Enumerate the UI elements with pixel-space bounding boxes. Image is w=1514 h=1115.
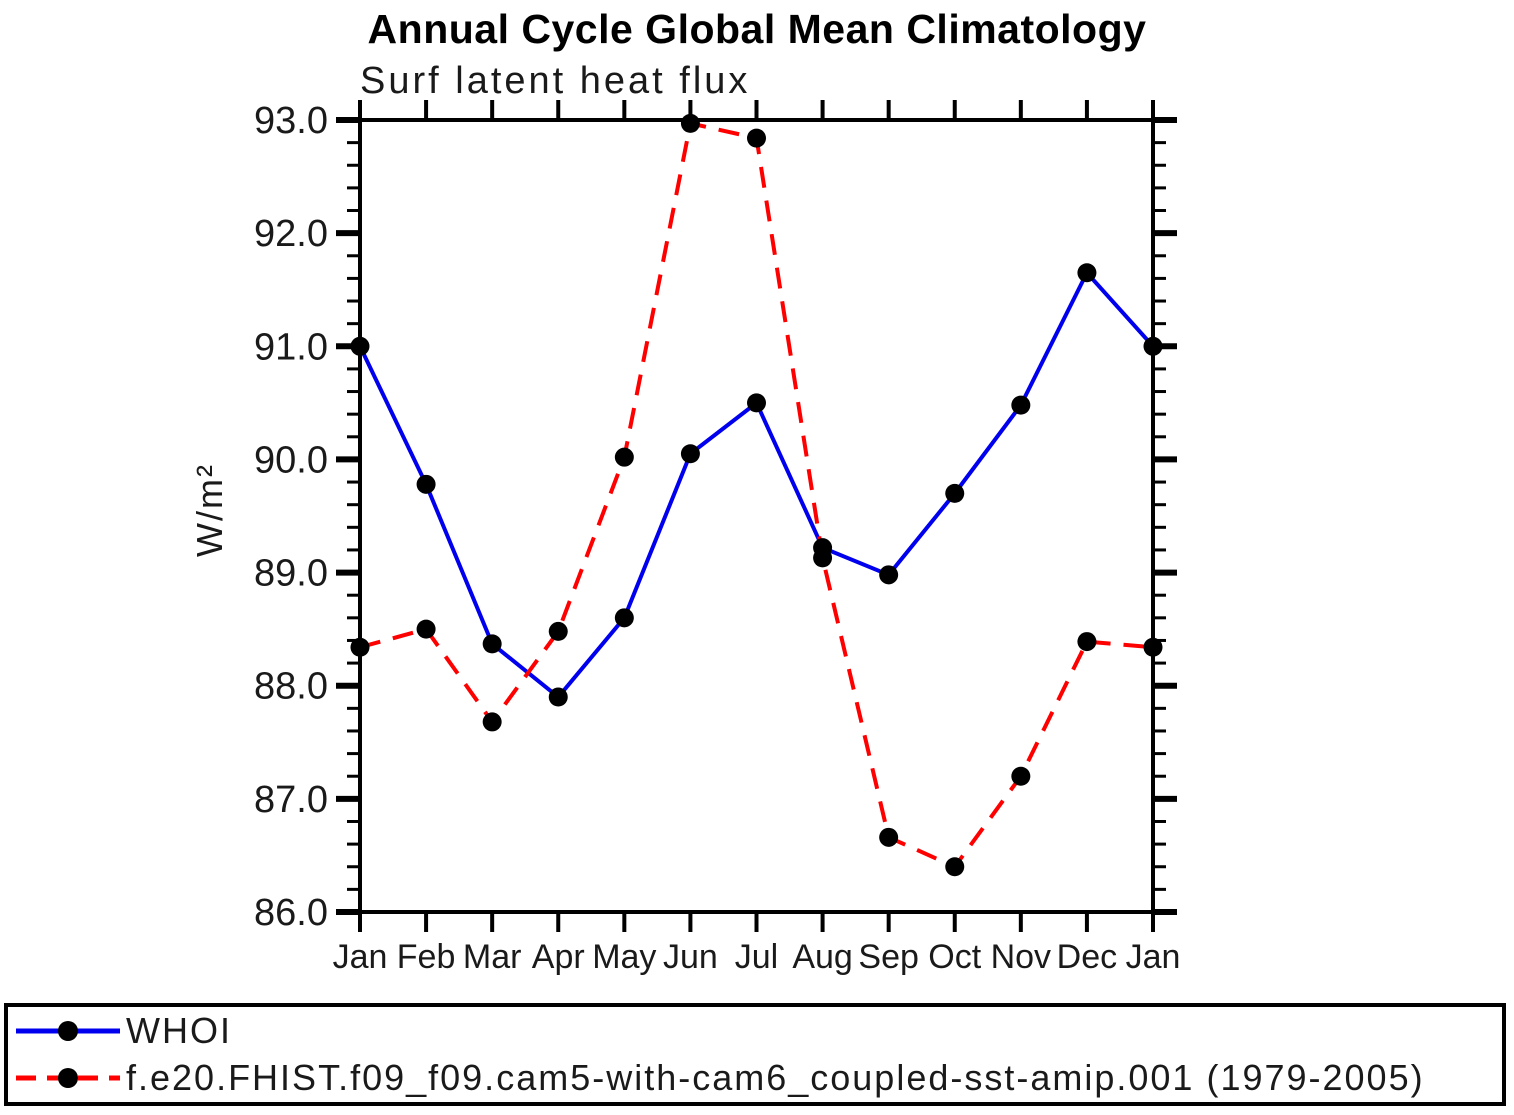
data-point bbox=[1143, 637, 1163, 657]
model-sample-marker bbox=[58, 1068, 78, 1088]
data-point bbox=[747, 393, 766, 413]
data-point bbox=[879, 827, 899, 847]
data-point bbox=[1143, 336, 1163, 356]
data-point bbox=[680, 113, 700, 133]
y-tick-label: 87.0 bbox=[254, 779, 328, 821]
x-axis-ticks bbox=[358, 100, 1155, 932]
y-tick-label: 89.0 bbox=[254, 553, 328, 595]
plot-frame bbox=[358, 118, 1155, 914]
data-point bbox=[416, 474, 436, 494]
data-point bbox=[416, 619, 436, 639]
x-tick-label: Sep bbox=[858, 938, 919, 976]
data-point bbox=[482, 712, 502, 732]
x-tick-label: Aug bbox=[792, 938, 853, 976]
model-line-sample-icon bbox=[16, 1068, 120, 1088]
x-tick-label: Mar bbox=[463, 938, 522, 976]
data-point bbox=[680, 444, 700, 464]
x-tick-label: Feb bbox=[397, 938, 456, 976]
data-point bbox=[813, 548, 833, 568]
data-point bbox=[1011, 766, 1031, 786]
y-tick-label: 86.0 bbox=[254, 892, 328, 934]
data-point bbox=[1077, 263, 1097, 283]
x-tick-label: Oct bbox=[928, 938, 981, 976]
legend-item-whoi: WHOI bbox=[8, 1008, 1502, 1054]
y-tick-label: 91.0 bbox=[254, 326, 328, 368]
data-point bbox=[548, 687, 568, 707]
x-tick-label: May bbox=[592, 938, 656, 976]
data-point bbox=[614, 608, 634, 628]
y-tick-label: 90.0 bbox=[254, 439, 328, 481]
legend-label-model: f.e20.FHIST.f09_f09.cam5-with-cam6_coupl… bbox=[126, 1057, 1425, 1098]
data-point bbox=[1077, 632, 1097, 652]
data-point bbox=[548, 621, 568, 641]
x-tick-label: Dec bbox=[1057, 938, 1117, 976]
series-markers-model bbox=[350, 113, 1163, 877]
data-point bbox=[945, 483, 965, 503]
y-tick-label: 88.0 bbox=[254, 666, 328, 708]
data-point bbox=[747, 128, 766, 148]
x-tick-label: Jun bbox=[663, 938, 718, 976]
chart-subtitle: Surf latent heat flux bbox=[360, 60, 751, 102]
y-axis-title: W/m² bbox=[189, 463, 230, 557]
x-tick-label: Jan bbox=[333, 938, 388, 976]
series-line-model bbox=[359, 120, 1154, 870]
data-point bbox=[945, 857, 965, 877]
x-tick-label: Apr bbox=[532, 938, 585, 976]
x-axis-labels: Jan Feb Mar Apr May Jun Jul Aug Sep Oct Nov Dec Jan bbox=[333, 938, 1181, 976]
legend-label-whoi: WHOI bbox=[126, 1010, 232, 1051]
data-point bbox=[879, 565, 899, 585]
series-line-whoi bbox=[358, 269, 1155, 700]
y-axis-ticks bbox=[336, 117, 1177, 915]
y-axis-labels: 86.0 87.0 88.0 89.0 90.0 91.0 92.0 93.0 bbox=[254, 100, 328, 934]
whoi-sample-marker bbox=[58, 1021, 78, 1041]
legend: WHOI f.e20.FHIST.f09_f09.cam5-with-cam6_… bbox=[4, 1003, 1506, 1106]
data-point bbox=[350, 637, 370, 657]
legend-item-model: f.e20.FHIST.f09_f09.cam5-with-cam6_coupl… bbox=[8, 1055, 1502, 1101]
data-point bbox=[1011, 395, 1031, 415]
chart-title: Annual Cycle Global Mean Climatology bbox=[367, 6, 1147, 52]
data-point bbox=[482, 634, 502, 654]
data-point bbox=[350, 336, 370, 356]
x-tick-label: Jul bbox=[735, 938, 778, 976]
x-tick-label: Jan bbox=[1126, 938, 1181, 976]
x-tick-label: Nov bbox=[991, 938, 1051, 976]
y-tick-label: 92.0 bbox=[254, 213, 328, 255]
series-markers-whoi bbox=[350, 263, 1163, 707]
y-tick-label: 93.0 bbox=[254, 100, 328, 142]
whoi-line-sample-icon bbox=[16, 1021, 120, 1041]
data-point bbox=[614, 447, 634, 467]
